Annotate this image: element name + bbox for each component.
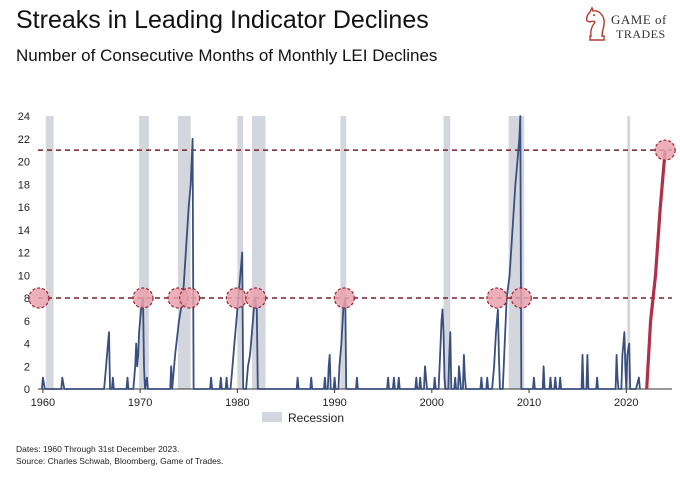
- chart-title: Streaks in Leading Indicator Declines: [16, 6, 429, 34]
- recession-band-3: [237, 116, 244, 389]
- y-tick-label-14: 14: [18, 225, 30, 237]
- highlight-marker-1: [132, 287, 154, 309]
- y-tick-label-24: 24: [18, 111, 30, 123]
- y-tick-label-4: 4: [24, 339, 30, 351]
- x-tick-label-2000: 2000: [420, 397, 444, 409]
- x-tick-label-2020: 2020: [614, 397, 638, 409]
- x-tick-label-1990: 1990: [322, 397, 346, 409]
- x-tick-label-2010: 2010: [517, 397, 541, 409]
- highlight-marker-0: [28, 287, 50, 309]
- y-tick-label-8: 8: [24, 293, 30, 305]
- highlight-marker-6: [333, 287, 355, 309]
- brand-logo: GAME of TRADES: [583, 4, 675, 44]
- series-recent-lei-streak: [645, 149, 667, 390]
- highlight-marker-5: [245, 287, 267, 309]
- highlight-marker-9: [654, 139, 676, 161]
- y-tick-label-12: 12: [18, 248, 30, 260]
- series-historical-lei-streaks: [41, 115, 641, 390]
- recession-band-6: [443, 116, 451, 389]
- footnote-dates: Dates: 1960 Through 31st December 2023.: [16, 444, 180, 454]
- recession-band-4: [251, 116, 266, 389]
- logo-text-line2: TRADES: [616, 27, 666, 41]
- y-tick-label-6: 6: [24, 316, 30, 328]
- logo-text-line1: GAME of: [611, 12, 667, 27]
- legend-swatch-recession: [262, 412, 282, 422]
- y-tick-label-2: 2: [24, 361, 30, 373]
- recession-band-0: [45, 116, 54, 389]
- legend: Recession: [262, 411, 344, 425]
- y-tick-label-20: 20: [18, 157, 30, 169]
- y-tick-label-22: 22: [18, 134, 30, 146]
- recession-bands: [45, 116, 631, 389]
- recession-band-1: [139, 116, 149, 389]
- recession-band-5: [340, 116, 347, 389]
- legend-label-recession: Recession: [288, 411, 344, 425]
- y-tick-label-0: 0: [24, 384, 30, 396]
- chart-subtitle: Number of Consecutive Months of Monthly …: [16, 46, 438, 65]
- reference-lines: [38, 149, 672, 299]
- highlight-marker-3: [179, 287, 201, 309]
- knight-chess-icon: [585, 6, 605, 41]
- highlight-marker-7: [486, 287, 508, 309]
- series-lines: [41, 115, 667, 390]
- x-tick-label-1970: 1970: [128, 397, 152, 409]
- y-tick-label-16: 16: [18, 202, 30, 214]
- highlight-marker-8: [510, 287, 532, 309]
- x-tick-label-1980: 1980: [225, 397, 249, 409]
- highlight-marker-4: [225, 287, 247, 309]
- y-tick-label-10: 10: [18, 270, 30, 282]
- footnote-source: Source: Charles Schwab, Bloomberg, Game …: [16, 456, 224, 466]
- y-tick-label-18: 18: [18, 179, 30, 191]
- highlight-markers: [28, 139, 676, 309]
- x-tick-label-1960: 1960: [31, 397, 55, 409]
- recession-band-2: [178, 116, 191, 389]
- recession-band-8: [627, 116, 631, 389]
